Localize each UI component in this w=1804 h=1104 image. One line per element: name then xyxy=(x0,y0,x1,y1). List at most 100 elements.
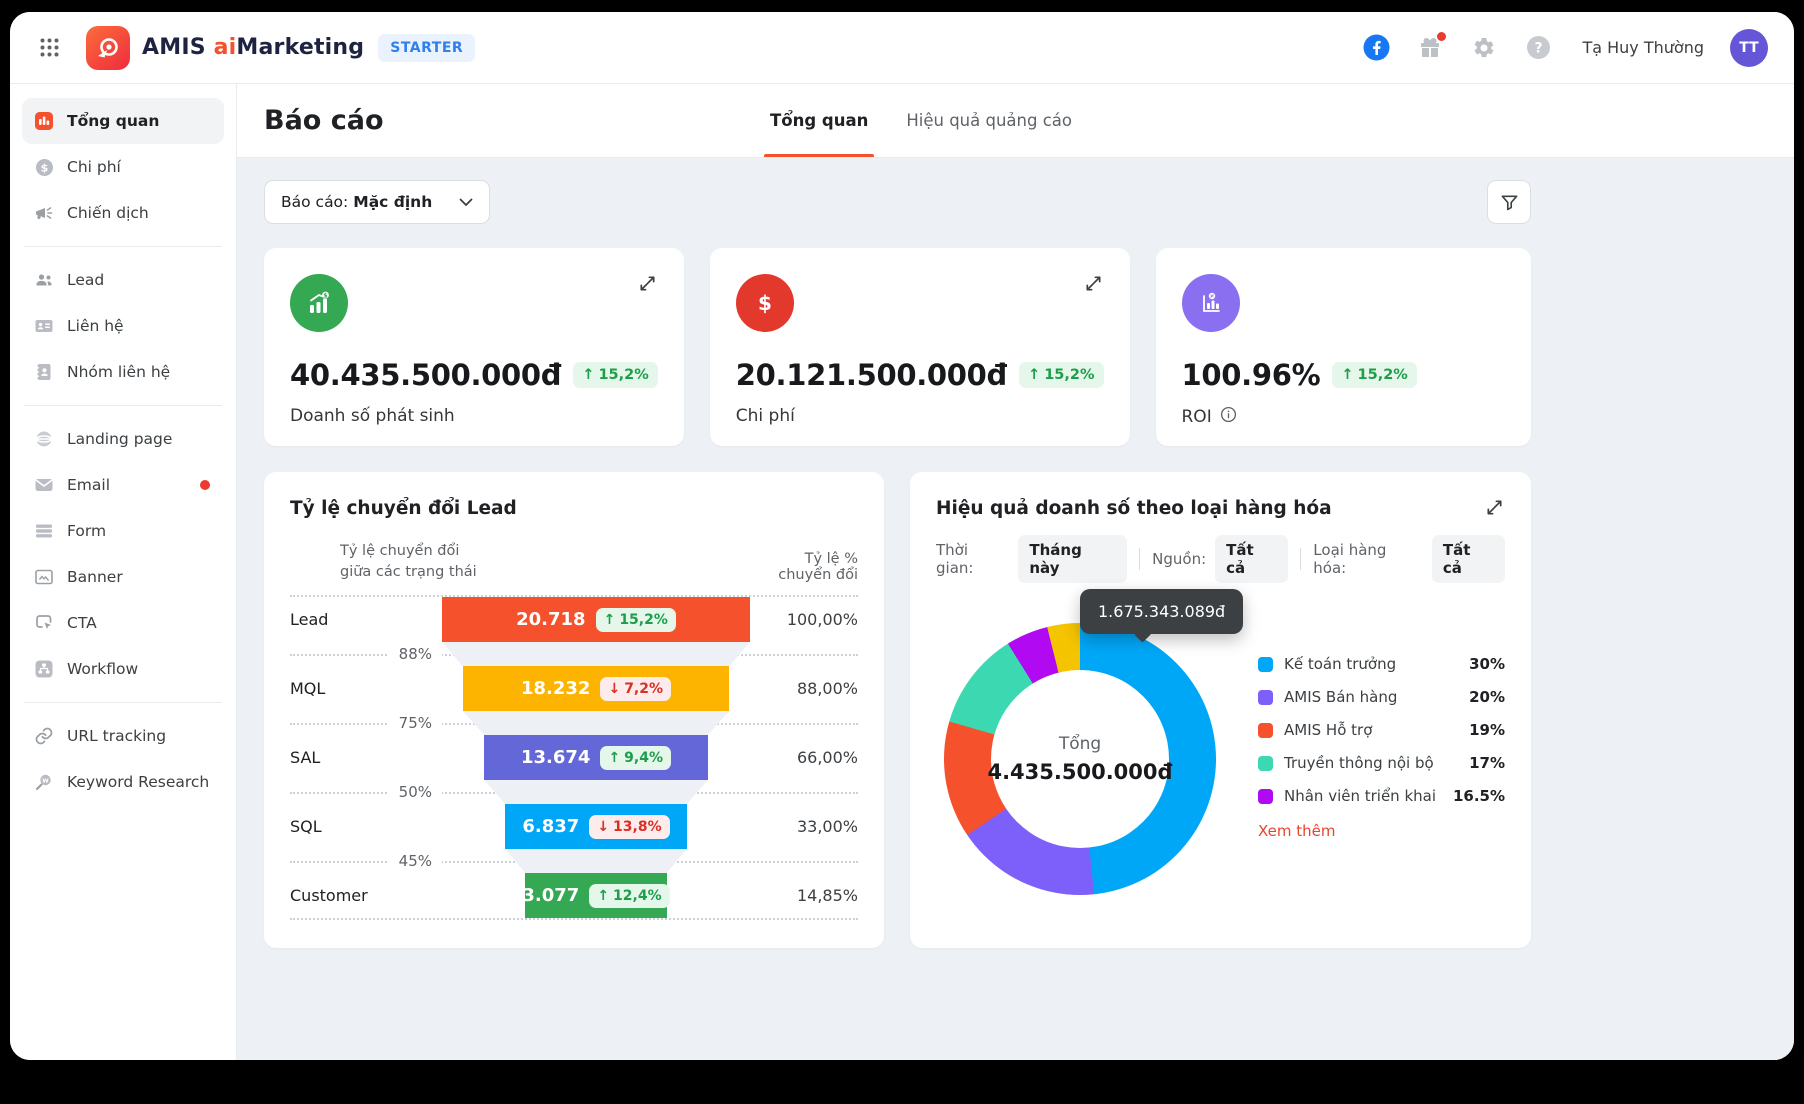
svg-text:w: w xyxy=(42,777,49,785)
sidebar-item-form[interactable]: Form xyxy=(22,508,224,554)
filter-product-type-chip[interactable]: Tất cả xyxy=(1431,535,1506,583)
filter-time-chip[interactable]: Tháng này xyxy=(1018,535,1128,583)
sidebar-item-landing-page[interactable]: Landing page xyxy=(22,416,224,462)
whats-new-gift-icon[interactable] xyxy=(1416,31,1447,62)
legend-item[interactable]: AMIS Bán hàng 20% xyxy=(1258,688,1505,706)
roi-chart-icon xyxy=(1181,274,1240,332)
page-title: Báo cáo xyxy=(264,105,384,136)
legend-swatch xyxy=(1258,689,1273,705)
funnel-right-header: Tỷ lệ % chuyển đổi xyxy=(778,551,858,584)
info-icon[interactable] xyxy=(1220,406,1237,428)
user-name[interactable]: Tạ Huy Thường xyxy=(1582,38,1704,57)
funnel-gap: 88% xyxy=(290,642,858,667)
sidebar-item-workflow[interactable]: Workflow xyxy=(22,646,224,692)
sales-by-product-card: Hiệu quả doanh số theo loại hàng hóa Thờ… xyxy=(910,472,1531,948)
kpi-value: 100.96% xyxy=(1181,358,1321,392)
sidebar-item-nhom-lien-he[interactable]: Nhóm liên hệ xyxy=(22,349,224,395)
sidebar-item-cta[interactable]: CTA xyxy=(22,600,224,646)
sidebar-item-label: Banner xyxy=(67,568,123,586)
sidebar-item-label: Liên hệ xyxy=(67,317,124,335)
svg-text:$: $ xyxy=(323,292,327,299)
contact-card-icon xyxy=(34,316,54,336)
sidebar-item-label: CTA xyxy=(67,614,97,632)
funnel-stage-lead[interactable]: Lead 20.718 ↑ 15,2% 100,00% xyxy=(290,597,858,643)
donut-tooltip: 1.675.343.089đ xyxy=(1080,589,1244,634)
svg-text:$: $ xyxy=(40,161,48,174)
funnel-bar: 20.718 ↑ 15,2% xyxy=(442,597,750,643)
topbar: AMIS aiMarketing STARTER ? Tạ Huy Thường… xyxy=(10,12,1794,84)
settings-gear-icon[interactable] xyxy=(1470,34,1498,62)
expand-icon[interactable] xyxy=(638,274,658,294)
sidebar-item-email[interactable]: Email xyxy=(22,462,224,508)
sidebar-item-label: Chiến dịch xyxy=(67,204,149,222)
kpi-card-cost: $ 20.121.500.000đ ↑ 15,2% Chi phí xyxy=(709,248,1130,446)
stage-delta-badge: ↑ 9,4% xyxy=(600,745,671,770)
sidebar-item-tong-quan[interactable]: Tổng quan xyxy=(22,98,224,144)
sidebar-item-chien-dich[interactable]: Chiến dịch xyxy=(22,190,224,236)
filter-source-chip[interactable]: Tất cả xyxy=(1215,535,1289,583)
report-tabs: Tổng quan Hiệu quả quảng cáo xyxy=(763,84,1072,157)
legend-swatch xyxy=(1258,656,1273,672)
report-select-value: Mặc định xyxy=(353,193,433,211)
funnel-stage-sql[interactable]: SQL 6.837 ↓ 13,8% 33,00% xyxy=(290,804,858,850)
report-template-select[interactable]: Báo cáo: Mặc định xyxy=(264,180,490,224)
tab-tong-quan[interactable]: Tổng quan xyxy=(763,84,875,157)
stage-delta-badge: ↑ 15,2% xyxy=(595,607,676,632)
kpi-delta-badge: ↑ 15,2% xyxy=(573,362,658,388)
link-icon xyxy=(34,726,54,746)
sidebar: Tổng quan $ Chi phí Chiến dịch Lead xyxy=(10,84,237,1060)
legend-item[interactable]: Kế toán trưởng 30% xyxy=(1258,655,1505,673)
app-window: AMIS aiMarketing STARTER ? Tạ Huy Thường… xyxy=(10,12,1794,1060)
brand-name: AMIS aiMarketing xyxy=(142,35,365,60)
facebook-icon[interactable] xyxy=(1362,34,1390,62)
expand-icon[interactable] xyxy=(1485,498,1505,518)
sidebar-item-lien-he[interactable]: Liên hệ xyxy=(22,303,224,349)
plan-badge: STARTER xyxy=(378,33,476,62)
report-select-label: Báo cáo: xyxy=(281,193,349,211)
sidebar-item-keyword-research[interactable]: w Keyword Research xyxy=(22,759,224,805)
funnel-stage-sal[interactable]: SAL 13.674 ↑ 9,4% 66,00% xyxy=(290,735,858,781)
funnel-stage-customer[interactable]: Customer 3.077 ↑ 12,4% 14,85% xyxy=(290,873,858,919)
funnel-left-header: Tỷ lệ chuyển đổi giữa các trạng thái xyxy=(340,543,477,581)
avatar[interactable]: TT xyxy=(1730,28,1768,67)
legend-item[interactable]: AMIS Hỗ trợ 19% xyxy=(1258,721,1505,739)
sidebar-item-chi-phi[interactable]: $ Chi phí xyxy=(22,144,224,190)
tab-hieu-qua-quang-cao[interactable]: Hiệu quả quảng cáo xyxy=(906,111,1072,130)
legend-swatch xyxy=(1258,755,1273,771)
sidebar-item-lead[interactable]: Lead xyxy=(22,257,224,303)
amis-logo[interactable] xyxy=(86,25,130,70)
address-book-icon xyxy=(34,362,54,382)
donut-center: Tổng 4.435.500.000đ xyxy=(987,670,1173,848)
donut-chart[interactable]: Tổng 4.435.500.000đ 1.675.343.089đ xyxy=(944,589,1244,895)
image-icon xyxy=(34,567,54,587)
kpi-value: 20.121.500.000đ xyxy=(735,358,1008,392)
donut-legend: Kế toán trưởng 30% AMIS Bán hàng 20% xyxy=(1258,655,1505,895)
sidebar-item-label: Keyword Research xyxy=(67,773,210,791)
sidebar-item-label: Nhóm liên hệ xyxy=(67,363,171,381)
donut-filters: Thời gian: Tháng này Nguồn: Tất cả Loại … xyxy=(936,535,1506,583)
sidebar-item-url-tracking[interactable]: URL tracking xyxy=(22,713,224,759)
stage-delta-badge: ↓ 13,8% xyxy=(589,814,670,839)
conversion-rate: 33,00% xyxy=(796,817,858,837)
see-more-link[interactable]: Xem thêm xyxy=(1258,822,1336,840)
funnel-stage-mql[interactable]: MQL 18.232 ↓ 7,2% 88,00% xyxy=(290,666,858,712)
legend-item[interactable]: Truyền thông nội bộ 17% xyxy=(1258,754,1505,772)
funnel-gap: 50% xyxy=(290,780,858,805)
help-icon[interactable]: ? xyxy=(1524,34,1552,62)
sidebar-item-banner[interactable]: Banner xyxy=(22,554,224,600)
funnel-gap: 75% xyxy=(290,711,858,736)
filter-button[interactable] xyxy=(1487,180,1531,224)
conversion-rate: 88,00% xyxy=(796,679,858,699)
app-launcher-grid-icon[interactable] xyxy=(32,31,66,65)
filter-label: Loại hàng hóa: xyxy=(1313,541,1387,577)
filter-label: Thời gian: xyxy=(936,541,974,577)
chevron-down-icon xyxy=(459,193,473,211)
expand-icon[interactable] xyxy=(1084,274,1104,294)
sidebar-item-label: Tổng quan xyxy=(67,112,160,130)
kpi-card-roi: 100.96% ↑ 15,2% ROI xyxy=(1155,248,1531,446)
conversion-rate: 100,00% xyxy=(786,610,858,630)
envelope-icon xyxy=(34,475,54,495)
legend-item[interactable]: Nhân viên triển khai 16.5% xyxy=(1258,787,1505,805)
conversion-rate: 14,85% xyxy=(796,886,858,906)
stage-delta-badge: ↓ 7,2% xyxy=(600,676,672,701)
